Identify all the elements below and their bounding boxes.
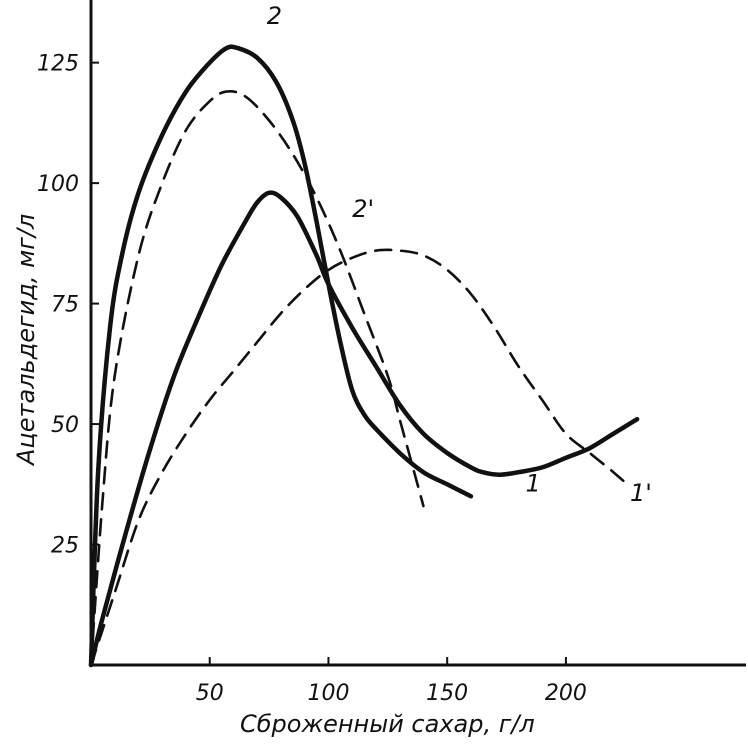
series-line-1-prime bbox=[89, 248, 632, 667]
curve-label: 2' bbox=[352, 195, 374, 223]
ticks-layer: 50 100 150 200 25 50 75 100 125 bbox=[37, 52, 587, 706]
annotations-layer: 1 1' 2 2' bbox=[267, 2, 652, 507]
y-axis-title: Ацетальдегид, мг/л bbox=[12, 214, 40, 467]
series-line-2 bbox=[88, 44, 474, 668]
x-tick-label: 100 bbox=[307, 681, 349, 706]
curves-layer bbox=[88, 44, 640, 668]
series-line-2-prime bbox=[89, 90, 425, 667]
x-tick-label: 50 bbox=[196, 681, 224, 706]
y-tick-label: 25 bbox=[51, 534, 79, 559]
x-tick-label: 200 bbox=[545, 681, 587, 706]
curve-label: 2 bbox=[267, 2, 282, 30]
x-axis-title: Сброженный сахар, г/л bbox=[240, 710, 535, 738]
series-line-1 bbox=[88, 190, 640, 668]
x-tick-label: 150 bbox=[426, 681, 468, 706]
curve-label: 1' bbox=[630, 479, 652, 507]
y-tick-label: 125 bbox=[37, 52, 79, 77]
curve-label: 1 bbox=[526, 470, 541, 498]
y-tick-label: 100 bbox=[37, 172, 79, 197]
axes bbox=[89, 0, 746, 667]
y-tick-label: 75 bbox=[51, 293, 79, 318]
y-tick-label: 50 bbox=[51, 413, 79, 438]
